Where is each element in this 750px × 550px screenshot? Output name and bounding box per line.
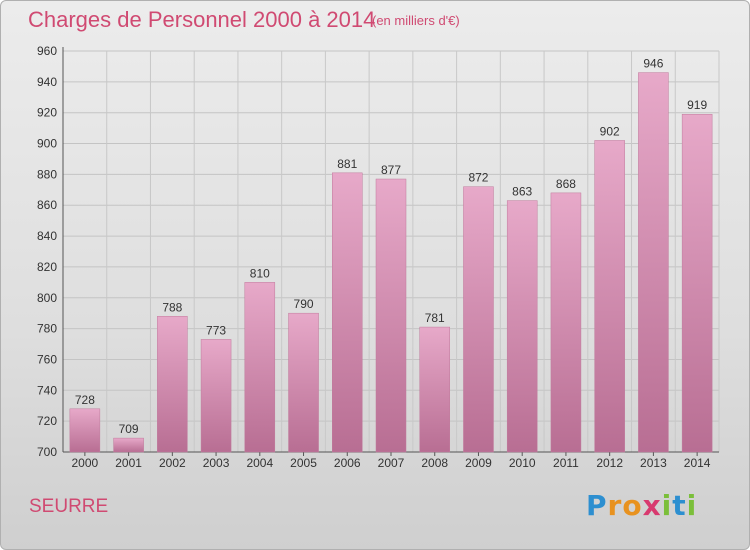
x-tick-label: 2010 (509, 456, 536, 470)
y-tick-label: 920 (37, 106, 57, 120)
bar-2009 (463, 186, 494, 453)
value-label: 863 (512, 185, 532, 199)
x-tick-label: 2002 (159, 456, 186, 470)
bar-2005 (288, 312, 319, 453)
y-tick-label: 700 (37, 445, 57, 459)
value-label: 919 (687, 98, 707, 112)
logo-letter: P (586, 489, 608, 522)
logo-letter: t (672, 489, 687, 522)
y-tick-label: 720 (37, 414, 57, 428)
bar-2003 (200, 339, 232, 453)
city-name: SEURRE (29, 496, 109, 517)
proxiti-logo: Proxiti (586, 489, 697, 522)
value-label: 868 (556, 177, 576, 191)
value-label: 881 (337, 157, 357, 171)
value-label: 773 (206, 323, 226, 337)
logo-letter: i (661, 489, 673, 522)
y-tick-label: 840 (37, 229, 57, 243)
value-label: 781 (425, 311, 445, 325)
x-tick-label: 2000 (72, 456, 99, 470)
bar-2011 (550, 192, 582, 453)
bar-2000 (69, 408, 101, 453)
y-tick-label: 760 (37, 352, 57, 366)
x-tick-label: 2009 (465, 456, 492, 470)
x-tick-label: 2006 (334, 456, 361, 470)
x-tick-label: 2014 (684, 456, 711, 470)
x-tick-label: 2004 (246, 456, 273, 470)
value-label: 728 (75, 393, 95, 407)
bar-2002 (157, 316, 188, 453)
y-tick-label: 960 (37, 44, 57, 58)
bar-2013 (638, 72, 669, 453)
bar-2007 (375, 178, 407, 453)
x-tick-label: 2013 (640, 456, 667, 470)
y-tick-label: 880 (37, 167, 57, 181)
y-tick-label: 740 (37, 383, 57, 397)
value-label: 788 (162, 300, 182, 314)
x-tick-label: 2011 (553, 456, 579, 470)
logo-letter: x (642, 489, 662, 522)
x-tick-label: 2003 (203, 456, 230, 470)
bar-2012 (594, 140, 625, 453)
value-label: 902 (600, 124, 620, 138)
y-tick-label: 860 (37, 198, 57, 212)
logo-letter: r (607, 489, 623, 522)
value-label: 810 (250, 266, 270, 280)
bar-2014 (681, 113, 713, 453)
bars (69, 72, 713, 453)
labels: 700 720 740 760 780 800 820 840 860 880 900 920 940 9… (37, 44, 711, 470)
value-label: 872 (468, 171, 488, 185)
x-tick-label: 2005 (290, 456, 317, 470)
value-label: 709 (119, 422, 139, 436)
value-label: 946 (643, 57, 663, 71)
x-tick-label: 2012 (596, 456, 623, 470)
y-tick-label: 780 (37, 322, 57, 336)
y-tick-label: 940 (37, 75, 57, 89)
chart-title: Charges de Personnel 2000 à 2014 (28, 7, 376, 32)
bar-2010 (506, 200, 538, 453)
bar-2001 (113, 437, 144, 453)
value-label: 877 (381, 163, 401, 177)
bar-2008 (419, 326, 450, 453)
x-tick-label: 2007 (378, 456, 405, 470)
x-tick-label: 2001 (115, 456, 142, 470)
y-tick-label: 800 (37, 291, 57, 305)
bar-2006 (332, 172, 363, 453)
value-label: 790 (294, 297, 314, 311)
logo-letter: o (622, 489, 643, 522)
chart-subtitle: (en milliers d'€) (372, 13, 460, 28)
y-tick-label: 820 (37, 260, 57, 274)
logo-letter: i (686, 489, 698, 522)
y-tick-label: 900 (37, 137, 57, 151)
x-tick-label: 2008 (421, 456, 448, 470)
bar-2004 (244, 282, 276, 453)
